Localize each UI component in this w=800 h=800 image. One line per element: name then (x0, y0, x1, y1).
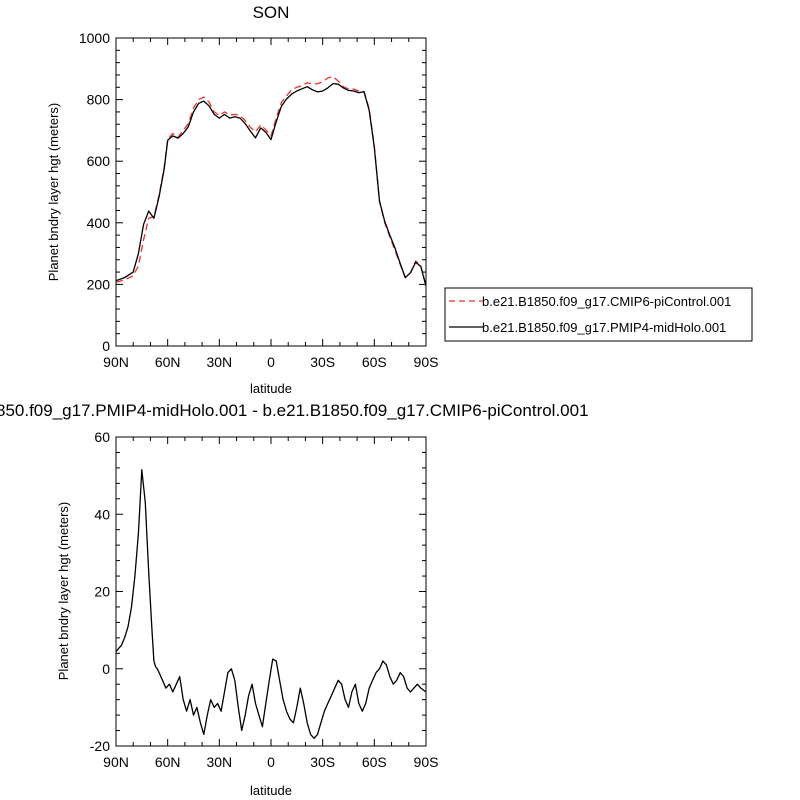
bottom-chart-y-tick-label: 0 (102, 661, 110, 677)
bottom-chart-y-tick-label: -20 (90, 738, 110, 754)
top-chart-y-tick-label: 800 (87, 92, 111, 108)
bottom-chart-x-tick-label: 60S (362, 754, 387, 770)
top-chart-x-tick-label: 30S (310, 354, 335, 370)
top-chart-frame (115, 37, 427, 347)
legend-box (444, 287, 753, 342)
bottom-chart-x-tick-label: 30S (310, 754, 335, 770)
bottom-chart-axes: 90N 60N 30N 0 30S 60S 90S -20 0 20 40 60 (90, 429, 439, 770)
legend-label-picontrol: b.e21.B1850.f09_g17.CMIP6-piControl.001 (482, 294, 731, 309)
top-chart-title: SON (253, 3, 290, 22)
top-chart-ylabel: Planet bndry layer hgt (meters) (46, 103, 61, 281)
bottom-chart-y-tick-label: 60 (94, 429, 110, 445)
top-chart-x-tick-label: 30N (206, 354, 232, 370)
top-chart-x-tick-label: 0 (267, 354, 275, 370)
bottom-chart-title: 850.f09_g17.PMIP4-midHolo.001 - b.e21.B1… (0, 401, 589, 420)
top-chart-y-tick-label: 400 (87, 215, 111, 231)
legend: b.e21.B1850.f09_g17.CMIP6-piControl.001 … (444, 287, 753, 342)
top-chart-x-tick-label: 60S (362, 354, 387, 370)
top-chart-y-tick-label: 200 (87, 276, 111, 292)
top-chart-y-tick-label: 600 (87, 153, 111, 169)
bottom-chart-frame (115, 436, 427, 747)
top-chart-axes: 90N 60N 30N 0 30S 60S 90S 0 200 400 600 800 1000 (79, 30, 439, 370)
top-chart-series (115, 75, 427, 287)
bottom-chart-xlabel: latitude (250, 783, 292, 798)
top-chart-y-tick-label: 1000 (79, 30, 110, 46)
bottom-chart-x-tick-label: 30N (206, 754, 232, 770)
bottom-chart-series-line-0 (115, 469, 427, 739)
bottom-chart-x-tick-label: 0 (267, 754, 275, 770)
top-chart-xlabel: latitude (250, 381, 292, 396)
bottom-chart-x-tick-label: 60N (155, 754, 181, 770)
top-chart-x-tick-label: 60N (155, 354, 181, 370)
bottom-chart-series (115, 469, 427, 739)
top-chart-y-tick-label: 0 (102, 338, 110, 354)
top-chart-x-tick-label: 90S (414, 354, 439, 370)
bottom-chart-y-tick-label: 40 (94, 506, 110, 522)
top-chart-x-tick-label: 90N (103, 354, 129, 370)
bottom-chart-ylabel: Planet bndry layer hgt (meters) (56, 502, 71, 680)
bottom-chart-y-tick-label: 20 (94, 584, 110, 600)
bottom-chart-x-tick-label: 90N (103, 754, 129, 770)
legend-label-midholo: b.e21.B1850.f09_g17.PMIP4-midHolo.001 (482, 320, 726, 335)
top-chart-series-line-1 (115, 82, 427, 287)
bottom-chart-x-tick-label: 90S (414, 754, 439, 770)
top-chart-series-line-0 (115, 75, 427, 287)
